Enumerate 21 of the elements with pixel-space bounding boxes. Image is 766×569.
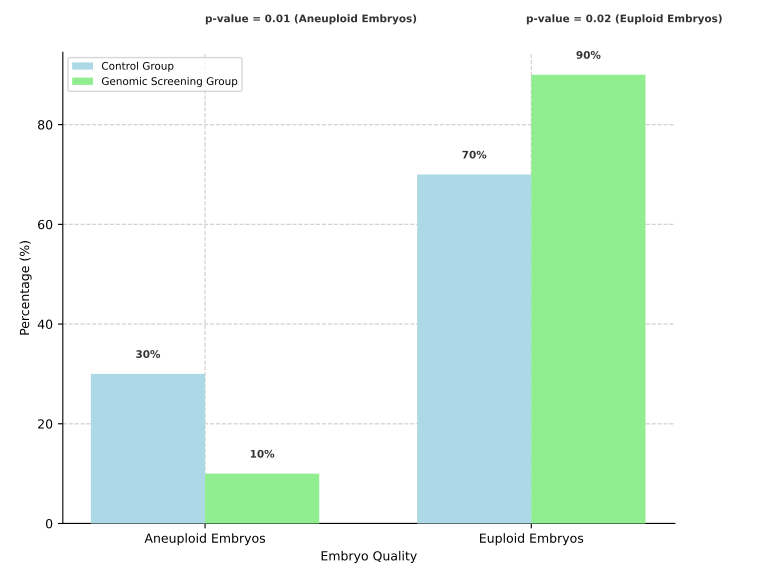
bar [531,74,646,524]
bar [417,174,532,524]
data-label: 30% [136,350,160,358]
x-tick-label: Euploid Embryos [480,533,584,546]
y-tick-label: 20 [38,419,52,429]
text: p-value = 0.02 (Euploid Embryos) [526,14,722,24]
bar [205,474,320,524]
y-tick-label: 80 [38,120,52,130]
data-label: 70% [462,150,486,159]
x-tick-label: Aneuploid Embryos [144,533,266,546]
y-tick-label: 0 [46,518,52,528]
text: p-value = 0.01 (Aneuploid Embryos) [206,14,416,24]
x-axis-title: Embryo Quality [322,550,417,563]
y-tick-label: 60 [38,220,52,230]
y-axis-title: Percentage (%) [20,241,32,335]
data-label: 10% [250,450,274,458]
legend-label: Genomic Screening Group [102,77,238,88]
y-tick-label: 40 [38,320,52,329]
legend-label: Control Group [102,62,174,72]
bar [90,374,206,524]
data-label: 90% [576,50,601,59]
